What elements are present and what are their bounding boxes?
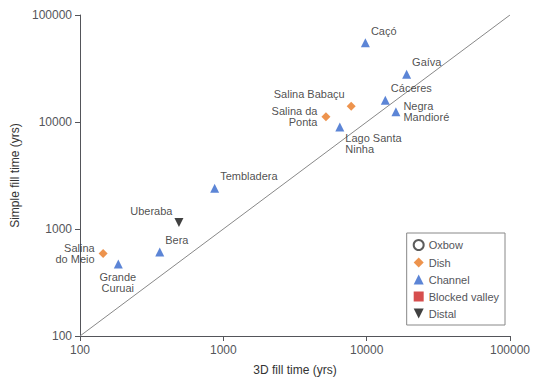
- svg-text:3D fill time (yrs): 3D fill time (yrs): [253, 363, 336, 377]
- svg-text:10000: 10000: [350, 343, 384, 357]
- svg-text:Curuai: Curuai: [102, 282, 134, 294]
- svg-text:Grande: Grande: [99, 271, 137, 284]
- svg-text:100000: 100000: [32, 8, 72, 22]
- svg-text:Lago Santa: Lago Santa: [345, 131, 402, 144]
- svg-text:Mandioré: Mandioré: [403, 111, 449, 123]
- svg-text:100: 100: [70, 343, 90, 357]
- svg-text:Caçó: Caçó: [371, 25, 397, 37]
- svg-text:Salina Babaçu: Salina Babaçu: [274, 88, 345, 100]
- svg-text:do Meio: do Meio: [55, 253, 94, 265]
- svg-text:Salina da: Salina da: [271, 104, 318, 117]
- svg-text:Uberaba: Uberaba: [130, 205, 173, 217]
- svg-text:Negra: Negra: [403, 99, 434, 112]
- svg-text:Bera: Bera: [165, 234, 189, 246]
- svg-text:100000: 100000: [490, 343, 530, 357]
- svg-text:1000: 1000: [210, 343, 237, 357]
- svg-text:Salina: Salina: [64, 241, 95, 254]
- svg-text:Cáceres: Cáceres: [391, 82, 432, 94]
- svg-text:Channel: Channel: [429, 274, 470, 286]
- svg-text:Oxbow: Oxbow: [429, 239, 463, 251]
- svg-text:10000: 10000: [39, 115, 73, 129]
- svg-text:Ponta: Ponta: [289, 116, 319, 128]
- svg-text:Dish: Dish: [429, 257, 451, 269]
- svg-text:1000: 1000: [45, 222, 72, 236]
- svg-text:Gaíva: Gaíva: [412, 56, 442, 68]
- svg-text:Ninha: Ninha: [345, 143, 375, 155]
- svg-text:Blocked valley: Blocked valley: [429, 291, 500, 303]
- svg-text:Distal: Distal: [429, 308, 457, 320]
- svg-text:100: 100: [52, 329, 72, 343]
- svg-text:Simple fill time (yrs): Simple fill time (yrs): [8, 123, 22, 228]
- svg-text:Tembladera: Tembladera: [220, 170, 278, 182]
